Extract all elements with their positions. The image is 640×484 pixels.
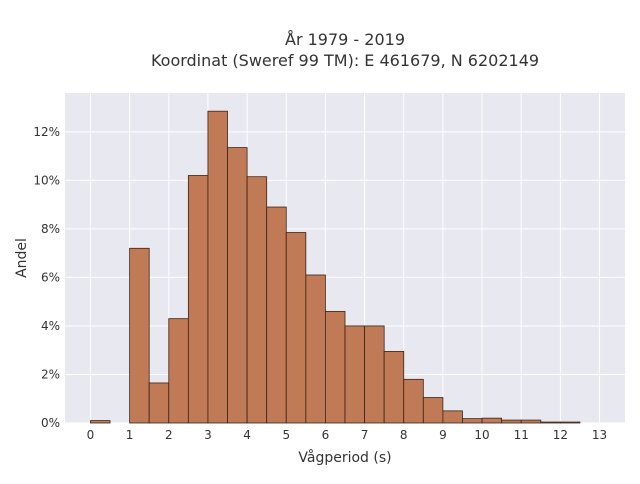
histogram-bar	[148, 382, 170, 424]
histogram-bar	[227, 147, 248, 424]
y-tick-label: 0%	[41, 416, 60, 430]
x-tick-label: 6	[322, 428, 330, 442]
y-axis-label: Andel	[14, 238, 30, 278]
x-tick-label: 10	[474, 428, 489, 442]
x-tick-label: 13	[592, 428, 607, 442]
histogram-bar	[187, 175, 209, 424]
bars-layer	[90, 110, 581, 424]
histogram-bar	[364, 325, 385, 424]
y-tick-label: 8%	[41, 222, 60, 236]
histogram-bar	[462, 418, 483, 424]
x-tick-label: 8	[400, 428, 408, 442]
histogram-bar	[168, 318, 189, 424]
histogram-bar	[520, 419, 542, 424]
histogram-bar	[129, 247, 150, 424]
x-axis-label: Vågperiod (s)	[298, 449, 391, 466]
histogram-bar	[481, 417, 503, 424]
histogram-bar	[344, 325, 365, 424]
x-tick-label: 1	[126, 428, 134, 442]
y-tick-label: 4%	[41, 319, 60, 333]
histogram-bar	[540, 421, 561, 424]
histogram-bar	[246, 176, 268, 424]
histogram-bar	[442, 410, 463, 424]
y-tick-label: 2%	[41, 367, 60, 381]
x-tick-label: 5	[282, 428, 290, 442]
x-tick-label: 7	[361, 428, 369, 442]
chart-title: År 1979 - 2019	[285, 30, 405, 49]
x-tick-label: 2	[165, 428, 173, 442]
histogram-bar	[305, 274, 326, 424]
y-tick-labels: 0% 2% 4% 6% 8% 10% 12%	[33, 125, 60, 430]
histogram-bar	[266, 206, 287, 424]
x-tick-label: 3	[204, 428, 212, 442]
x-tick-label: 0	[87, 428, 95, 442]
histogram-bar	[325, 310, 346, 424]
histogram-bar	[383, 351, 405, 424]
chart-subtitle: Koordinat (Sweref 99 TM): E 461679, N 62…	[151, 51, 539, 70]
histogram-bar	[559, 421, 581, 424]
histogram-bar	[207, 110, 228, 424]
x-tick-labels: 0 1 2 3 4 5 6 7 8 9 10 11 12 13	[87, 428, 608, 442]
histogram-bar	[501, 419, 522, 424]
x-tick-label: 4	[243, 428, 251, 442]
x-tick-label: 11	[514, 428, 529, 442]
x-tick-label: 9	[439, 428, 447, 442]
y-tick-label: 6%	[41, 270, 60, 284]
y-tick-label: 12%	[33, 125, 60, 139]
x-tick-label: 12	[553, 428, 568, 442]
histogram-bar	[403, 378, 424, 424]
y-tick-label: 10%	[33, 173, 60, 187]
histogram-bar	[422, 397, 444, 424]
histogram-bar	[90, 420, 111, 424]
histogram-bar	[285, 232, 307, 424]
